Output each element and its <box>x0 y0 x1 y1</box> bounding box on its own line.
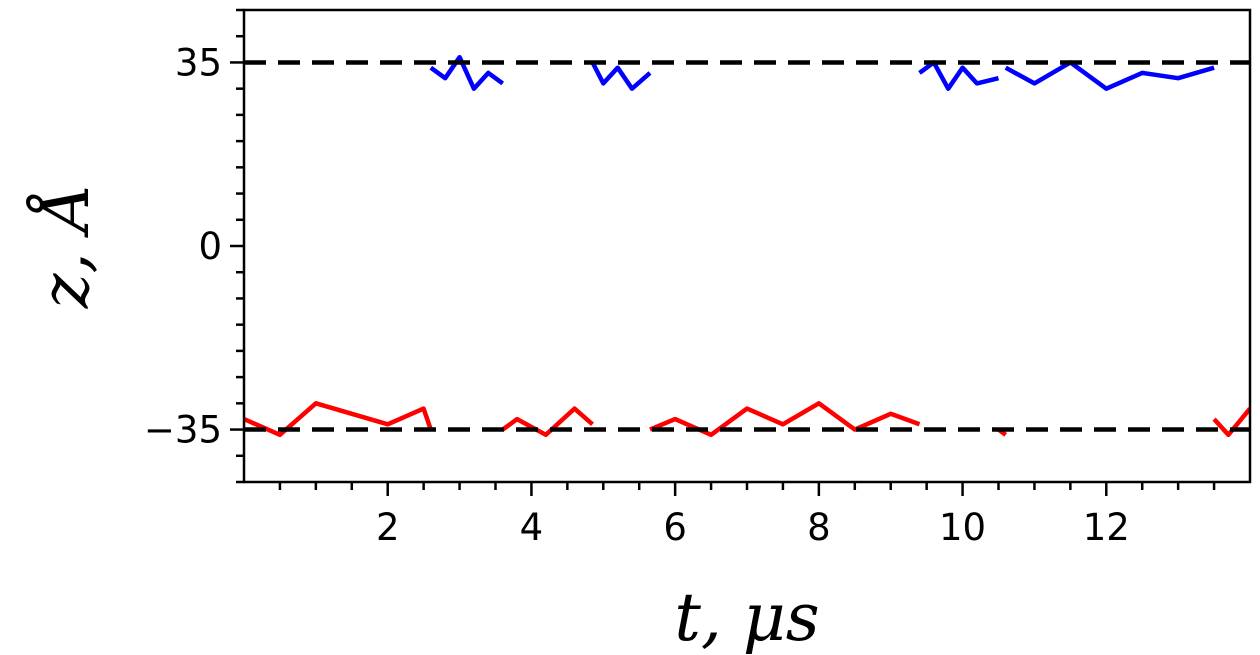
x-axis-title: t, μs <box>674 579 819 655</box>
tick-labels: 2 4 6 8 10 12 −35 0 35 <box>144 41 1130 549</box>
series-layer <box>244 54 1250 438</box>
x-tick-label: 4 <box>520 506 544 549</box>
x-tick-label: 2 <box>376 506 400 549</box>
y-tick-label: 0 <box>198 225 222 268</box>
series-0-segment-2 <box>649 401 921 438</box>
reference-lines <box>244 60 1250 432</box>
y-tick-label: 35 <box>175 41 222 84</box>
series-1-segment-0 <box>429 54 505 91</box>
x-tick-label: 10 <box>939 506 986 549</box>
y-tick-label: −35 <box>144 409 222 452</box>
series-1-segment-1 <box>590 61 652 91</box>
series-0-segment-1 <box>501 406 594 438</box>
series-0-segment-0 <box>244 401 433 438</box>
ticks <box>230 8 1216 496</box>
x-tick-label: 6 <box>663 506 687 549</box>
y-axis-title: z, Å <box>27 184 104 309</box>
x-tick-label: 12 <box>1083 506 1130 549</box>
series-0-segment-4 <box>1212 407 1250 438</box>
series-1-segment-2 <box>918 60 1000 91</box>
series-1-segment-3 <box>1004 60 1215 91</box>
x-tick-label: 8 <box>807 506 831 549</box>
